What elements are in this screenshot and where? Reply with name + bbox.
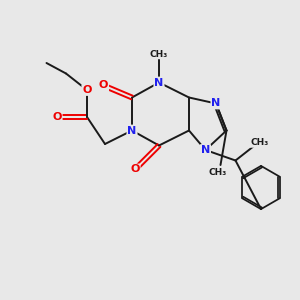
Text: N: N <box>212 98 220 109</box>
Text: CH₃: CH₃ <box>208 168 226 177</box>
Text: CH₃: CH₃ <box>150 50 168 58</box>
Text: CH₃: CH₃ <box>250 138 268 147</box>
Text: N: N <box>154 77 164 88</box>
Text: O: O <box>130 164 140 175</box>
Text: O: O <box>52 112 62 122</box>
Text: N: N <box>201 145 210 155</box>
Text: N: N <box>128 125 136 136</box>
Text: O: O <box>82 85 92 95</box>
Text: O: O <box>99 80 108 91</box>
